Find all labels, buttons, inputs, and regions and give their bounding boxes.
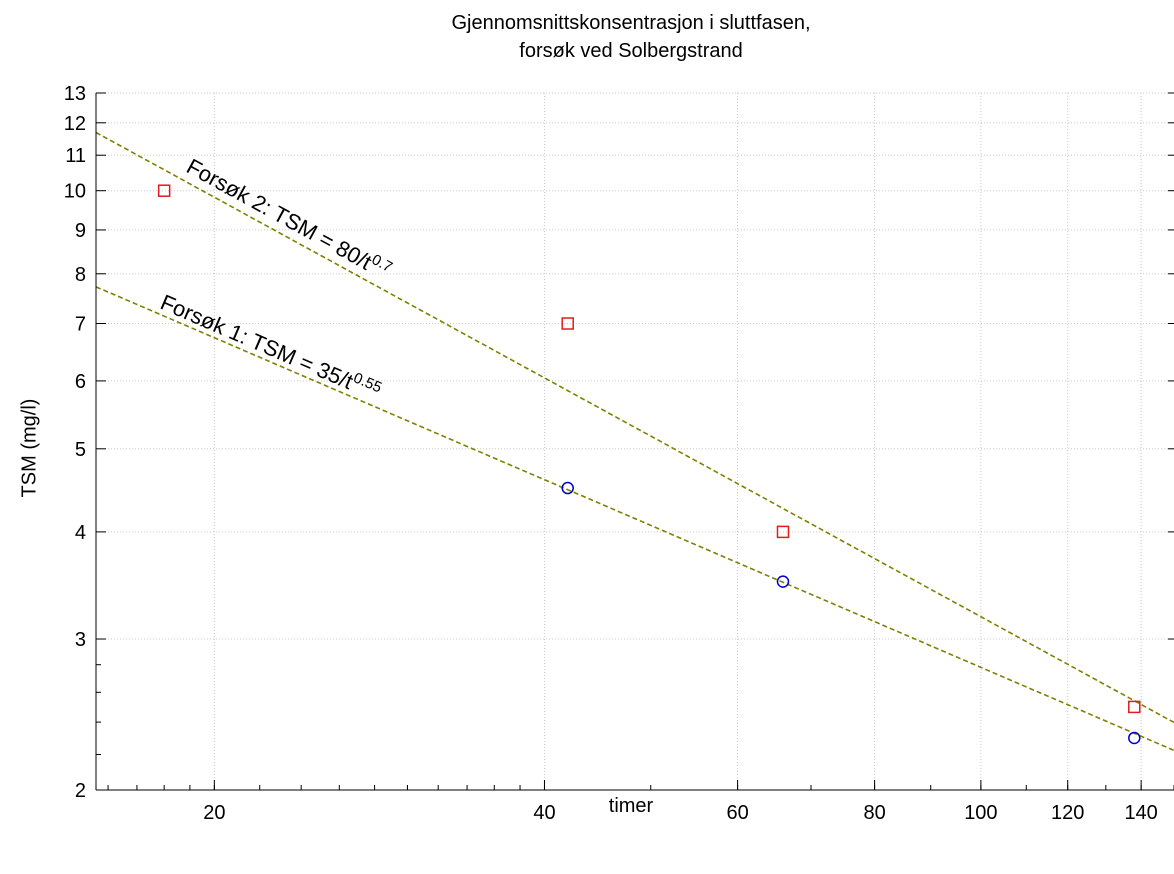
x-tick-label: 40 xyxy=(533,802,555,824)
data-point-circle xyxy=(776,575,790,588)
x-tick-label: 120 xyxy=(1051,802,1084,824)
fit-label-exponent: 0.55 xyxy=(351,369,385,396)
y-tick-label: 8 xyxy=(75,264,86,286)
y-tick-label: 11 xyxy=(65,145,86,167)
x-tick-label: 80 xyxy=(863,802,885,824)
fit-layer xyxy=(95,131,1174,752)
fit-label-main: Forsøk 1: TSM = 35/t xyxy=(157,290,357,395)
fit-line-1 xyxy=(95,131,1174,724)
y-tick-label: 7 xyxy=(75,314,86,336)
y-tick-label: 3 xyxy=(75,629,86,651)
fit-line-2 xyxy=(95,286,1174,752)
y-tick-label: 10 xyxy=(64,181,86,203)
x-tick-label: 60 xyxy=(726,802,748,824)
data-point-circle xyxy=(1128,731,1141,745)
data-point-square xyxy=(561,317,574,330)
y-axis-label: TSM (mg/l) xyxy=(18,398,41,498)
grid-layer xyxy=(96,92,1174,791)
axis-layer: 20 40 60 80 100 120 140 2 3 4 5 6 7 8 9 10 11 12 13 xyxy=(64,83,1174,824)
x-tick-label: 140 xyxy=(1124,802,1157,824)
point-layer xyxy=(157,184,1141,745)
fit-label-main: Forsøk 2: TSM = 80/t xyxy=(182,154,375,275)
y-tick-label: 2 xyxy=(75,780,86,802)
chart-title-line-1: Gjennomsnittskonsentrasjon i sluttfasen, xyxy=(451,12,811,34)
x-axis-label: timer xyxy=(608,795,654,817)
data-point-circle xyxy=(561,481,574,495)
y-tick-label: 6 xyxy=(75,371,86,393)
y-tick-label: 13 xyxy=(64,83,86,105)
y-tick-label: 4 xyxy=(75,522,86,544)
fit-label-2: Forsøk 1: TSM = 35/t0.55 xyxy=(157,288,384,406)
data-point-square xyxy=(776,525,790,539)
x-tick-label: 100 xyxy=(964,802,997,824)
data-point-square xyxy=(157,184,171,197)
y-tick-label: 9 xyxy=(75,220,86,242)
y-tick-label: 12 xyxy=(64,113,86,135)
x-tick-label: 20 xyxy=(203,802,225,824)
chart-title-line-2: forsøk ved Solbergstrand xyxy=(519,40,743,62)
y-tick-label: 5 xyxy=(75,439,86,461)
data-point-square xyxy=(1128,700,1141,714)
